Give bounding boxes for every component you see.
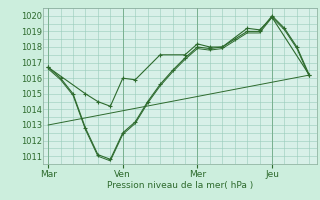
X-axis label: Pression niveau de la mer( hPa ): Pression niveau de la mer( hPa ) bbox=[107, 181, 253, 190]
